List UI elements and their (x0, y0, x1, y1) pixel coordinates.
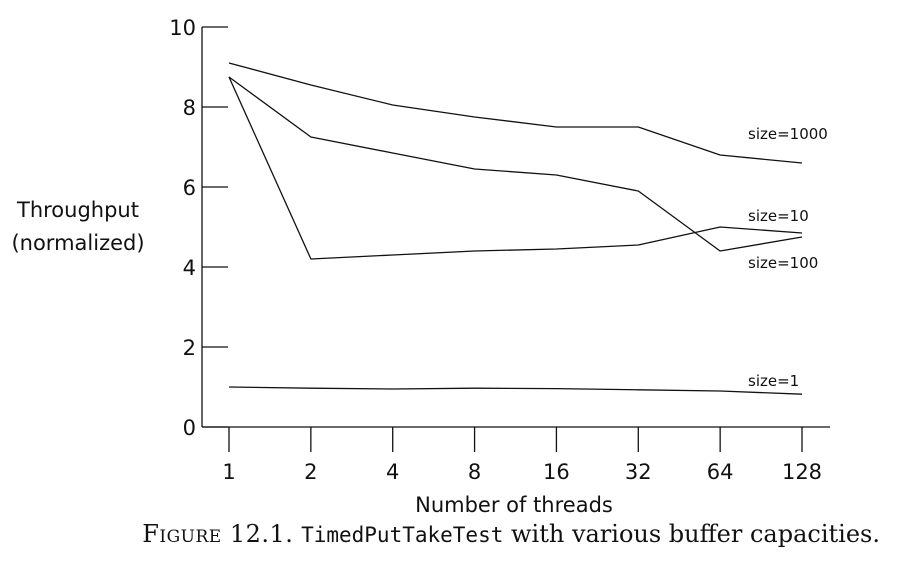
figure-caption: Figure 12.1. TimedPutTakeTest with vario… (0, 520, 880, 548)
y-tick-label: 8 (183, 96, 196, 120)
x-tick-label: 32 (625, 460, 652, 484)
x-tick-label: 64 (707, 460, 734, 484)
series-line (228, 62, 803, 164)
figure-label: Figure 12.1. (142, 520, 294, 548)
series-label: size=1000 (748, 125, 828, 143)
x-axis-label: Number of threads (415, 493, 613, 515)
y-tick-label: 10 (169, 16, 196, 40)
y-axis-label-line-1: Throughput (16, 198, 139, 222)
caption-code: TimedPutTakeTest (301, 523, 504, 547)
x-tick-label: 8 (468, 460, 481, 484)
x-tick-label: 4 (386, 460, 399, 484)
series-lines: size=1000 size=100 size=10 size=1 (228, 62, 828, 395)
y-axis-label-line-2: (normalized) (11, 231, 144, 255)
series-label: size=1 (748, 372, 799, 390)
caption-text: with various buffer capacities. (503, 520, 880, 548)
series-line (228, 76, 803, 260)
series-label: size=10 (748, 207, 809, 225)
series-line (228, 386, 803, 395)
y-tick-label: 0 (183, 416, 196, 440)
x-tick-label: 1 (222, 460, 235, 484)
y-tick-label: 2 (183, 336, 196, 360)
axis-labels: Throughput (normalized) Number of thread… (11, 198, 612, 515)
series-line (228, 76, 803, 252)
x-tick-label: 2 (304, 460, 317, 484)
x-tick-label: 128 (782, 460, 822, 484)
y-tick-label: 6 (183, 176, 196, 200)
series-label: size=100 (748, 254, 818, 272)
y-tick-label: 4 (183, 256, 196, 280)
x-tick-label: 16 (543, 460, 570, 484)
